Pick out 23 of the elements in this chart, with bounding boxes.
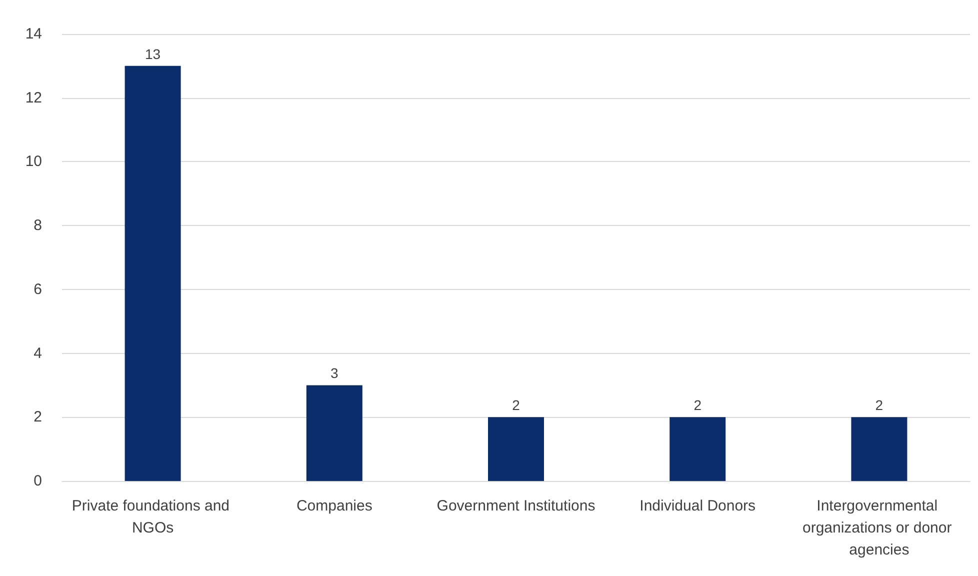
bar: [124, 66, 181, 481]
data-label: 2: [512, 397, 520, 414]
y-tick-label: 8: [34, 217, 42, 234]
y-tick-label: 2: [34, 408, 42, 426]
y-tick-label: 6: [34, 280, 42, 298]
x-tick-label: Companies: [296, 498, 372, 514]
bar: [488, 417, 544, 481]
x-tick-label: Intergovernmental organizations or donor agencies: [802, 498, 956, 558]
y-tick-label: 10: [25, 153, 42, 170]
data-label: 2: [875, 397, 884, 414]
bar: [670, 417, 726, 481]
y-tick-label: 12: [25, 89, 42, 106]
data-label: 3: [330, 365, 338, 382]
data-label: 13: [145, 46, 161, 62]
y-tick-label: 14: [25, 26, 42, 42]
bar: [306, 385, 362, 481]
bar: [851, 417, 908, 481]
x-tick-label: Private foundations and NGOs: [72, 498, 234, 536]
y-tick-label: 4: [34, 344, 42, 362]
x-tick-label: Individual Donors: [640, 498, 756, 514]
x-tick-label: Government Institutions: [436, 498, 596, 514]
data-label: 2: [694, 397, 702, 414]
y-tick-label: 0: [34, 472, 42, 490]
